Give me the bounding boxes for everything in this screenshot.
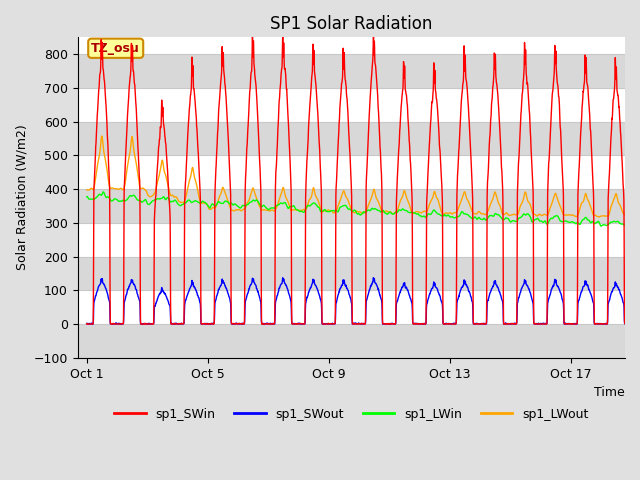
Bar — [77, 54, 625, 88]
Bar — [77, 257, 625, 290]
Title: SP1 Solar Radiation: SP1 Solar Radiation — [270, 15, 433, 33]
Legend: sp1_SWin, sp1_SWout, sp1_LWin, sp1_LWout: sp1_SWin, sp1_SWout, sp1_LWin, sp1_LWout — [109, 403, 593, 425]
Bar — [77, 324, 625, 358]
Text: TZ_osu: TZ_osu — [92, 42, 140, 55]
Y-axis label: Solar Radiation (W/m2): Solar Radiation (W/m2) — [15, 125, 28, 270]
Bar — [77, 121, 625, 156]
Bar — [77, 189, 625, 223]
X-axis label: Time: Time — [595, 386, 625, 399]
